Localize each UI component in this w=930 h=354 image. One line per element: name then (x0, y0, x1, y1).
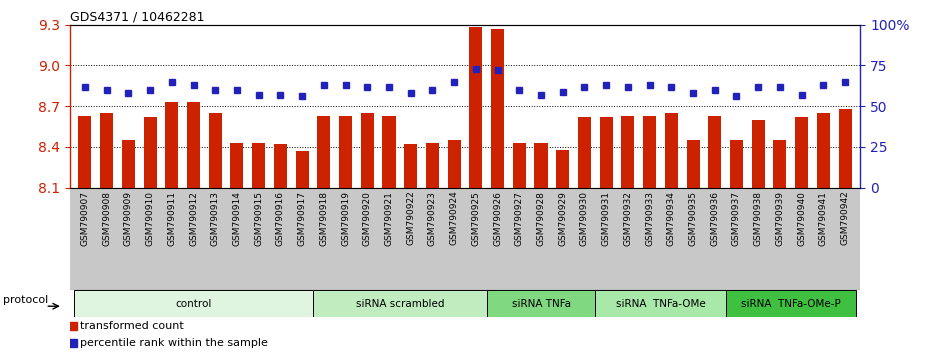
Text: GSM790924: GSM790924 (449, 191, 458, 245)
Bar (686, 140, 699, 188)
Text: GSM790918: GSM790918 (319, 191, 328, 246)
Text: GSM790929: GSM790929 (558, 191, 567, 246)
Bar (643, 116, 656, 188)
Text: transformed count: transformed count (80, 321, 184, 331)
Bar (774, 140, 787, 188)
Text: protocol: protocol (4, 295, 48, 304)
Bar (313, 290, 486, 317)
Text: GSM790933: GSM790933 (645, 191, 654, 246)
Bar (486, 290, 595, 317)
Text: GSM790930: GSM790930 (580, 191, 589, 246)
Text: GSM790935: GSM790935 (688, 191, 698, 246)
Text: GSM790913: GSM790913 (211, 191, 219, 246)
Text: GSM790939: GSM790939 (776, 191, 784, 246)
Bar (709, 116, 722, 188)
Bar (187, 102, 200, 188)
Bar (730, 140, 743, 188)
Text: GSM790940: GSM790940 (797, 191, 806, 246)
Text: GSM790921: GSM790921 (384, 191, 393, 246)
Text: siRNA TNFa: siRNA TNFa (512, 298, 570, 309)
Bar (208, 113, 221, 188)
Text: GSM790938: GSM790938 (753, 191, 763, 246)
Text: GSM790915: GSM790915 (254, 191, 263, 246)
Text: GSM790931: GSM790931 (602, 191, 611, 246)
Text: GSM790922: GSM790922 (406, 191, 415, 245)
Bar (595, 290, 725, 317)
Text: GSM790911: GSM790911 (167, 191, 177, 246)
Bar (725, 290, 856, 317)
Bar (751, 120, 764, 188)
Bar (665, 113, 678, 188)
Text: control: control (176, 298, 212, 309)
Text: GSM790937: GSM790937 (732, 191, 741, 246)
Bar (296, 151, 309, 188)
Text: GSM790926: GSM790926 (493, 191, 502, 246)
Bar (447, 140, 460, 188)
Text: GSM790914: GSM790914 (232, 191, 242, 246)
Text: siRNA scrambled: siRNA scrambled (355, 298, 445, 309)
Text: siRNA  TNFa-OMe-P: siRNA TNFa-OMe-P (741, 298, 841, 309)
Text: GSM790925: GSM790925 (472, 191, 481, 246)
Bar (556, 150, 569, 188)
Text: GSM790923: GSM790923 (428, 191, 437, 246)
Text: GSM790910: GSM790910 (146, 191, 154, 246)
Text: GSM790942: GSM790942 (841, 191, 849, 245)
Text: GSM790908: GSM790908 (102, 191, 112, 246)
Bar (274, 144, 287, 188)
Text: GSM790928: GSM790928 (537, 191, 546, 246)
Bar (361, 113, 374, 188)
Text: GSM790936: GSM790936 (711, 191, 719, 246)
Bar (100, 113, 113, 188)
Text: GSM790919: GSM790919 (341, 191, 350, 246)
Bar (817, 113, 830, 188)
Bar (426, 143, 439, 188)
Text: percentile rank within the sample: percentile rank within the sample (80, 338, 268, 348)
Bar (600, 117, 613, 188)
Bar (143, 117, 156, 188)
Text: GSM790920: GSM790920 (363, 191, 372, 246)
Text: GSM790912: GSM790912 (189, 191, 198, 246)
Text: GSM790917: GSM790917 (298, 191, 307, 246)
Bar (578, 117, 591, 188)
Bar (339, 116, 352, 188)
Bar (74, 290, 313, 317)
Bar (166, 102, 179, 188)
Bar (512, 143, 525, 188)
Bar (621, 116, 634, 188)
Text: GDS4371 / 10462281: GDS4371 / 10462281 (70, 11, 205, 24)
Text: siRNA  TNFa-OMe: siRNA TNFa-OMe (616, 298, 705, 309)
Bar (535, 143, 548, 188)
Bar (78, 116, 91, 188)
Text: GSM790927: GSM790927 (515, 191, 524, 246)
Bar (382, 116, 395, 188)
Text: GSM790934: GSM790934 (667, 191, 676, 246)
Text: GSM790941: GSM790941 (818, 191, 828, 246)
Bar (122, 140, 135, 188)
Text: GSM790916: GSM790916 (276, 191, 285, 246)
Bar (470, 28, 483, 188)
Bar (317, 116, 330, 188)
Bar (405, 144, 418, 188)
Bar (839, 109, 852, 188)
Text: GSM790907: GSM790907 (81, 191, 89, 246)
Text: GSM790932: GSM790932 (623, 191, 632, 246)
Bar (491, 29, 504, 188)
Text: GSM790909: GSM790909 (124, 191, 133, 246)
Bar (795, 117, 808, 188)
Bar (252, 143, 265, 188)
Bar (231, 143, 244, 188)
